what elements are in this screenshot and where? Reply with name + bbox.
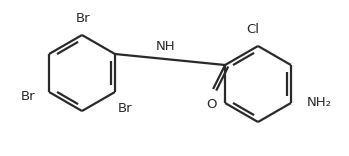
Text: Br: Br: [76, 12, 90, 25]
Text: Cl: Cl: [246, 23, 260, 36]
Text: NH: NH: [156, 39, 176, 53]
Text: NH₂: NH₂: [307, 97, 332, 110]
Text: Br: Br: [118, 102, 133, 115]
Text: Br: Br: [21, 90, 35, 103]
Text: O: O: [206, 98, 216, 111]
